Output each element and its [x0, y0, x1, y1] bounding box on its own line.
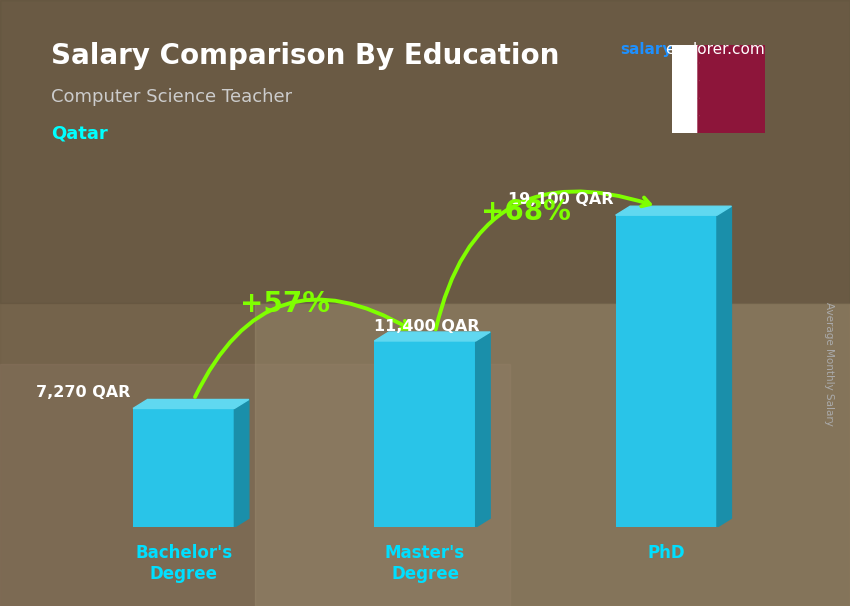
FancyArrowPatch shape — [436, 191, 650, 329]
Text: +57%: +57% — [240, 290, 330, 318]
Polygon shape — [133, 399, 249, 408]
Bar — [374, 341, 476, 527]
Text: Computer Science Teacher: Computer Science Teacher — [51, 88, 292, 106]
Text: explorer.com: explorer.com — [665, 42, 764, 58]
Polygon shape — [698, 98, 708, 116]
Polygon shape — [476, 332, 490, 527]
Polygon shape — [698, 45, 708, 63]
Polygon shape — [374, 332, 490, 341]
Text: +68%: +68% — [481, 198, 571, 226]
Bar — [615, 215, 717, 527]
Polygon shape — [672, 45, 698, 133]
Polygon shape — [698, 116, 708, 133]
Text: Average Monthly Salary: Average Monthly Salary — [824, 302, 834, 425]
Polygon shape — [698, 63, 708, 81]
Polygon shape — [615, 206, 732, 215]
Text: Salary Comparison By Education: Salary Comparison By Education — [51, 42, 559, 70]
Text: Qatar: Qatar — [51, 124, 108, 142]
Polygon shape — [717, 206, 732, 527]
Text: 7,270 QAR: 7,270 QAR — [37, 385, 131, 401]
Polygon shape — [235, 399, 249, 527]
Text: salary: salary — [620, 42, 673, 58]
FancyArrowPatch shape — [195, 299, 409, 397]
Text: 19,100 QAR: 19,100 QAR — [507, 192, 613, 207]
Bar — [133, 408, 235, 527]
Text: 11,400 QAR: 11,400 QAR — [374, 319, 480, 335]
Polygon shape — [698, 81, 708, 98]
